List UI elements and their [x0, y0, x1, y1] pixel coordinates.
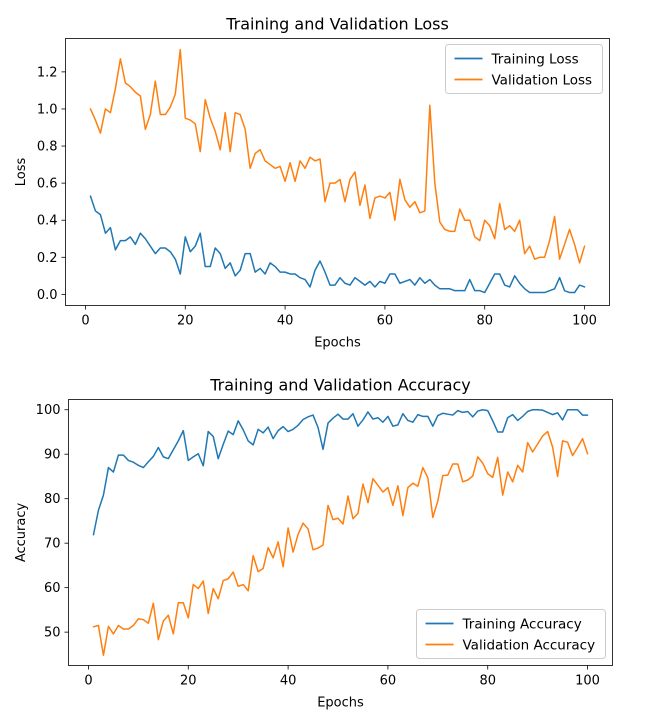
x-tick-label: 100 — [575, 674, 600, 689]
x-tick-label: 60 — [380, 674, 397, 689]
y-axis-label: Accuracy — [14, 503, 29, 563]
y-tick-label: 0.0 — [37, 288, 58, 303]
legend: Training Accuracy Validation Accuracy — [416, 609, 606, 659]
x-tick-label: 80 — [479, 674, 496, 689]
x-tick-label: 40 — [280, 674, 297, 689]
legend-box — [416, 609, 606, 659]
axes-frame — [68, 399, 613, 666]
x-tick-label: 60 — [377, 314, 394, 329]
x-tick-label: 40 — [277, 314, 294, 329]
legend-entry-label: Training Accuracy — [462, 617, 582, 633]
series-line-training-accuracy — [92, 408, 589, 536]
series-line-training-loss — [89, 195, 586, 294]
series-line-validation-loss — [89, 48, 586, 264]
x-axis-label: Epochs — [314, 336, 361, 351]
y-tick-label: 70 — [44, 537, 61, 552]
y-tick-label: 0.2 — [37, 251, 58, 266]
x-tick-label: 80 — [476, 314, 493, 329]
legend: Training Loss Validation Loss — [445, 44, 603, 94]
x-tick-label: 20 — [180, 674, 197, 689]
accuracy-chart: Training and Validation Accuracy 0 20 40 60 8… — [14, 376, 613, 711]
y-tick-label: 90 — [44, 448, 61, 463]
y-tick-label: 100 — [36, 403, 61, 418]
y-tick-label: 80 — [44, 492, 61, 507]
x-tick-label: 0 — [84, 674, 92, 689]
chart-title: Training and Validation Accuracy — [209, 376, 471, 395]
legend-entry-label: Training Loss — [491, 52, 579, 68]
legend-entry-label: Validation Loss — [492, 73, 593, 89]
legend-box — [445, 44, 603, 94]
chart-title: Training and Validation Loss — [225, 15, 449, 34]
y-tick-label: 0.6 — [37, 177, 58, 192]
y-tick-label: 0.4 — [37, 214, 58, 229]
x-tick-label: 100 — [572, 314, 597, 329]
y-tick-label: 1.2 — [37, 65, 58, 80]
legend-entry-label: Validation Accuracy — [463, 638, 596, 654]
y-axis-label: Loss — [14, 158, 29, 187]
axes-frame — [65, 38, 610, 306]
x-tick-label: 20 — [177, 314, 194, 329]
x-tick-label: 0 — [81, 314, 89, 329]
y-tick-label: 50 — [44, 626, 61, 641]
loss-chart: Training and Validation Loss 0 20 40 60 80 100… — [14, 15, 610, 351]
y-tick-label: 60 — [44, 581, 61, 596]
y-tick-label: 0.8 — [37, 140, 58, 155]
series-line-validation-accuracy — [92, 430, 589, 657]
y-tick-label: 1.0 — [37, 102, 58, 117]
x-axis-label: Epochs — [317, 696, 364, 711]
